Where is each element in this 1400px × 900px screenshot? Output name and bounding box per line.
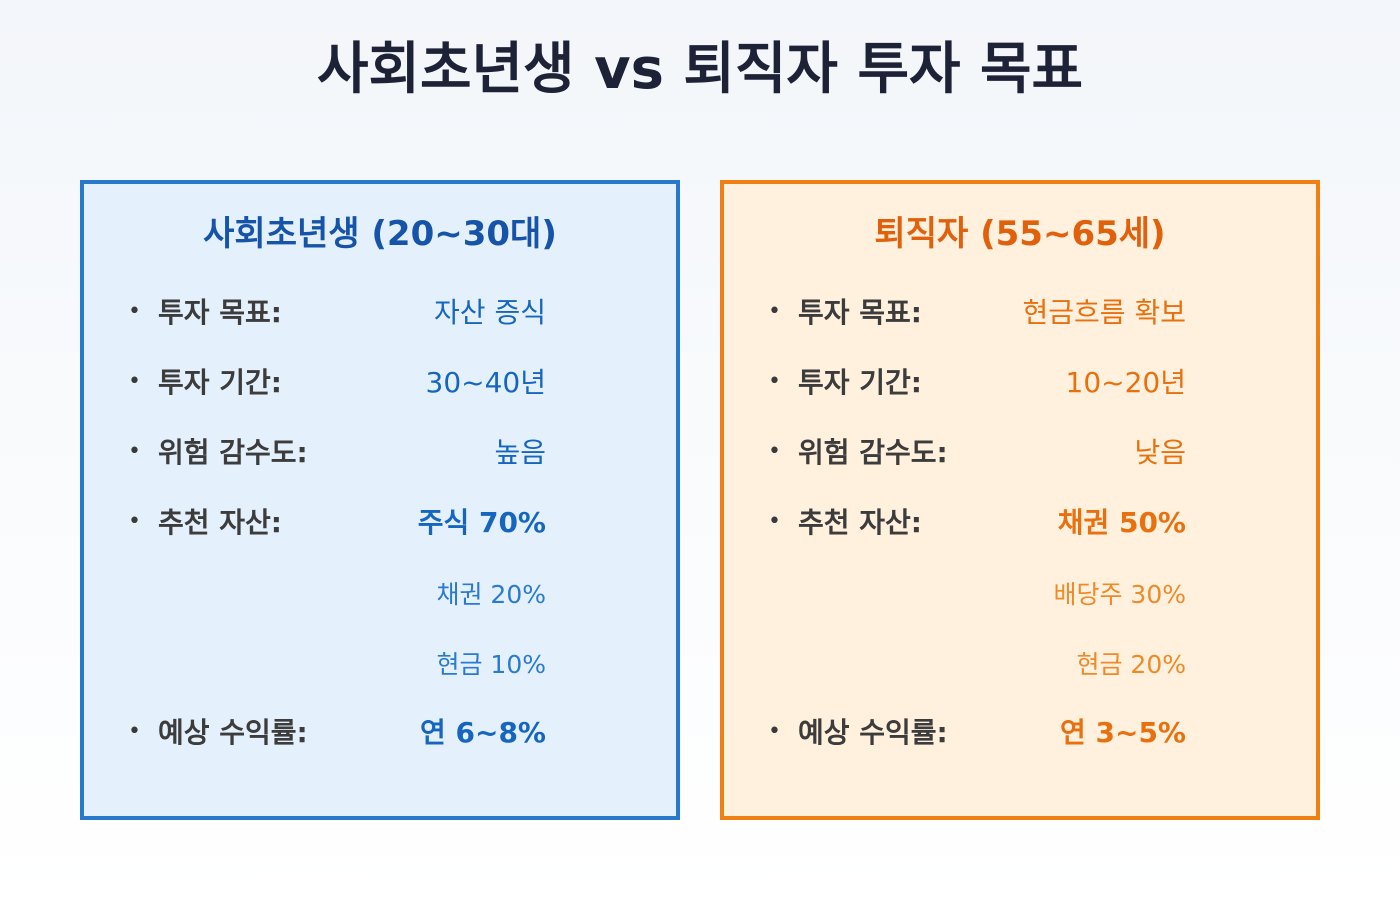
bullet-icon: • — [128, 439, 141, 464]
bullet-icon: • — [768, 719, 781, 744]
young-risk-row: • 위험 감수도: 높음 — [84, 432, 676, 472]
retiree-goal-label: 투자 목표: — [798, 296, 922, 329]
bullet-icon: • — [128, 299, 141, 324]
young-asset-tertiary: 현금 10% — [436, 650, 546, 679]
retiree-asset-tertiary: 현금 20% — [1076, 650, 1186, 679]
young-goal-label: 투자 목표: — [158, 296, 282, 329]
young-return-row: • 예상 수익률: 연 6~8% — [84, 712, 676, 752]
bullet-icon: • — [768, 439, 781, 464]
retiree-period-value: 10~20년 — [1065, 366, 1186, 399]
young-risk-label: 위험 감수도: — [158, 436, 308, 469]
young-assets-label: 추천 자산: — [158, 506, 282, 539]
young-asset-row-2: 채권 20% — [84, 572, 676, 612]
retiree-return-value: 연 3~5% — [1060, 716, 1186, 749]
retiree-asset-row-3: 현금 20% — [724, 642, 1316, 682]
retiree-panel: 퇴직자 (55~65세) • 투자 목표: 현금흐름 확보 • 투자 기간: 1… — [720, 180, 1320, 820]
retiree-return-row: • 예상 수익률: 연 3~5% — [724, 712, 1316, 752]
retiree-asset-row-2: 배당주 30% — [724, 572, 1316, 612]
retiree-risk-value: 낮음 — [1134, 436, 1186, 469]
retiree-asset-primary: 채권 50% — [1057, 506, 1186, 539]
young-period-row: • 투자 기간: 30~40년 — [84, 362, 676, 402]
young-asset-primary: 주식 70% — [417, 506, 546, 539]
young-assets-row: • 추천 자산: 주식 70% — [84, 502, 676, 542]
retiree-period-row: • 투자 기간: 10~20년 — [724, 362, 1316, 402]
retiree-assets-label: 추천 자산: — [798, 506, 922, 539]
young-risk-value: 높음 — [494, 436, 546, 469]
retiree-goal-value: 현금흐름 확보 — [1022, 296, 1186, 329]
young-asset-secondary: 채권 20% — [436, 580, 546, 609]
young-return-label: 예상 수익률: — [158, 716, 308, 749]
bullet-icon: • — [128, 509, 141, 534]
retiree-goal-row: • 투자 목표: 현금흐름 확보 — [724, 292, 1316, 332]
young-goal-row: • 투자 목표: 자산 증식 — [84, 292, 676, 332]
young-return-value: 연 6~8% — [420, 716, 546, 749]
young-period-label: 투자 기간: — [158, 366, 282, 399]
retiree-heading: 퇴직자 (55~65세) — [874, 214, 1166, 254]
bullet-icon: • — [768, 299, 781, 324]
retiree-assets-row: • 추천 자산: 채권 50% — [724, 502, 1316, 542]
retiree-asset-secondary: 배당주 30% — [1053, 580, 1186, 609]
bullet-icon: • — [128, 369, 141, 394]
young-goal-value: 자산 증식 — [434, 296, 546, 329]
young-adult-panel: 사회초년생 (20~30대) • 투자 목표: 자산 증식 • 투자 기간: 3… — [80, 180, 680, 820]
retiree-risk-row: • 위험 감수도: 낮음 — [724, 432, 1316, 472]
retiree-period-label: 투자 기간: — [798, 366, 922, 399]
bullet-icon: • — [128, 719, 141, 744]
retiree-return-label: 예상 수익률: — [798, 716, 948, 749]
bullet-icon: • — [768, 509, 781, 534]
bullet-icon: • — [768, 369, 781, 394]
retiree-risk-label: 위험 감수도: — [798, 436, 948, 469]
page-title: 사회초년생 vs 퇴직자 투자 목표 — [316, 37, 1084, 102]
young-period-value: 30~40년 — [425, 366, 546, 399]
young-asset-row-3: 현금 10% — [84, 642, 676, 682]
young-adult-heading: 사회초년생 (20~30대) — [203, 214, 557, 254]
